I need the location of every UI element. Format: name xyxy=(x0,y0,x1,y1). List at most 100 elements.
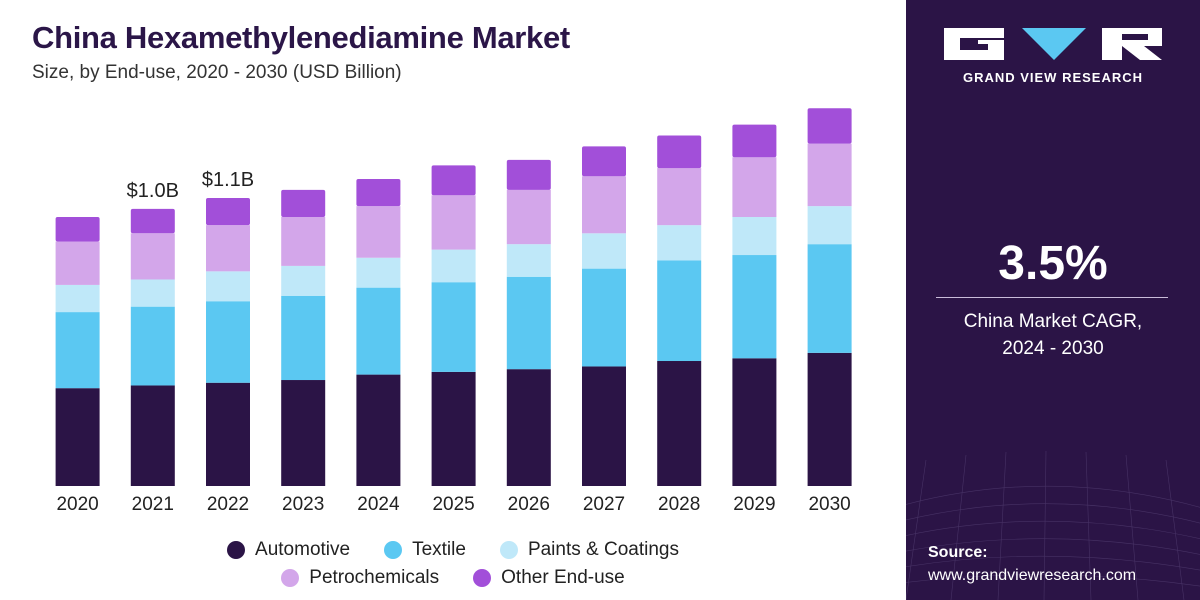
bar-2029-automotive xyxy=(732,358,777,486)
bar-2021-automotive xyxy=(130,385,175,486)
bar-2021-petrochemicals xyxy=(130,233,175,280)
bar-2026-automotive xyxy=(506,369,551,486)
cagr-label: China Market CAGR, 2024 - 2030 xyxy=(906,308,1200,362)
bar-stack-2026 xyxy=(506,159,551,486)
x-tick-label-2020: 2020 xyxy=(56,494,98,515)
x-tick-label-2028: 2028 xyxy=(658,494,700,515)
bar-2025-petrochemicals xyxy=(431,195,476,250)
x-tick-label-2021: 2021 xyxy=(132,494,174,515)
divider xyxy=(936,297,1168,298)
data-label-2021: $1.0B xyxy=(127,180,179,202)
bar-2029-other-end-use xyxy=(732,124,777,158)
bar-2030-petrochemicals xyxy=(807,143,852,207)
legend-label-paints-coatings: Paints & Coatings xyxy=(527,539,679,560)
x-tick-label-2024: 2024 xyxy=(357,494,400,515)
bar-2022-textile xyxy=(206,301,250,383)
bar-2027-paints-coatings xyxy=(582,233,626,269)
bar-2026-other-end-use xyxy=(506,159,551,190)
legend-item-petrochemicals: Petrochemicals xyxy=(281,567,439,589)
bar-stack-2021 xyxy=(130,208,175,486)
bar-2025-textile xyxy=(431,282,476,372)
legend-item-textile: Textile xyxy=(384,539,466,561)
bar-2027-automotive xyxy=(582,366,626,486)
x-tick-label-2030: 2030 xyxy=(808,494,850,515)
bar-stack-2024 xyxy=(356,178,401,486)
bar-2027-other-end-use xyxy=(582,146,626,177)
x-tick-label-2025: 2025 xyxy=(432,494,474,515)
bar-2023-automotive xyxy=(281,380,326,486)
bar-2030-textile xyxy=(807,244,852,353)
x-tick-label-2027: 2027 xyxy=(583,494,625,515)
legend-swatch-paints-coatings xyxy=(499,541,518,559)
legend-label-textile: Textile xyxy=(412,539,466,560)
cagr-label-line-2: 2024 - 2030 xyxy=(1002,338,1104,359)
bar-2028-paints-coatings xyxy=(657,225,702,261)
bar-stack-2022 xyxy=(206,197,250,486)
grand-view-research-logo xyxy=(944,28,1162,60)
bar-2022-paints-coatings xyxy=(206,271,250,302)
bar-2020-petrochemicals xyxy=(55,241,100,285)
bar-2020-other-end-use xyxy=(55,216,100,242)
bar-stack-2028 xyxy=(657,135,702,486)
bar-stack-2030 xyxy=(807,108,852,486)
x-tick-label-2023: 2023 xyxy=(282,494,324,515)
cagr-label-line-1: China Market CAGR, xyxy=(963,311,1143,332)
wireframe-grid-decoration xyxy=(906,450,1200,600)
bar-stack-2020 xyxy=(55,216,100,486)
bar-2029-paints-coatings xyxy=(732,216,777,256)
bar-2028-automotive xyxy=(657,361,702,486)
bar-2023-other-end-use xyxy=(281,189,326,217)
bar-2028-petrochemicals xyxy=(657,168,702,226)
bar-2022-petrochemicals xyxy=(206,225,250,272)
chart-panel: China Hexamethylenediamine Market Size, … xyxy=(0,20,906,592)
bar-2020-automotive xyxy=(55,388,100,486)
brand-name: GRAND VIEW RESEARCH xyxy=(962,70,1144,85)
bar-2021-textile xyxy=(130,306,175,386)
legend-item-paints-coatings: Paints & Coatings xyxy=(499,539,679,561)
bar-stack-2029 xyxy=(732,124,777,486)
bar-stack-2027 xyxy=(582,146,626,486)
bar-2028-other-end-use xyxy=(657,135,702,169)
legend-label-petrochemicals: Petrochemicals xyxy=(309,567,440,588)
bar-2029-petrochemicals xyxy=(732,157,777,217)
bar-2025-automotive xyxy=(431,371,476,486)
bar-2023-textile xyxy=(281,295,326,381)
summary-panel: GRAND VIEW RESEARCH 3.5% China Market CA… xyxy=(906,0,1200,600)
bar-2027-petrochemicals xyxy=(582,176,626,234)
bar-2023-petrochemicals xyxy=(281,216,326,266)
bar-2030-paints-coatings xyxy=(807,206,852,245)
legend-label-other-end-use: Other End-use xyxy=(501,567,625,588)
bar-2021-paints-coatings xyxy=(130,279,175,307)
bar-2029-textile xyxy=(732,255,777,359)
bar-2021-other-end-use xyxy=(130,208,175,234)
bar-2024-other-end-use xyxy=(356,178,401,207)
stacked-bar-chart: 2020 2021 $1.0B 2022 $1.1B 2023 2024 2025 2026 20… xyxy=(55,108,852,515)
bar-2022-automotive xyxy=(206,382,250,486)
legend-row-1: Automotive Textile Paints & Coatings xyxy=(0,536,906,564)
legend-swatch-automotive xyxy=(227,541,246,559)
data-label-2022: $1.1B xyxy=(202,169,254,191)
legend-swatch-petrochemicals xyxy=(281,569,300,587)
bar-2024-textile xyxy=(356,287,401,375)
legend-swatch-textile xyxy=(384,541,403,559)
bar-2023-paints-coatings xyxy=(281,265,326,296)
chart-legend: Automotive Textile Paints & Coatings Pet… xyxy=(0,536,906,592)
bar-2025-paints-coatings xyxy=(431,249,476,283)
bar-2024-paints-coatings xyxy=(356,257,401,288)
x-tick-label-2026: 2026 xyxy=(508,494,550,515)
bar-stack-2023 xyxy=(281,189,326,486)
bar-2020-textile xyxy=(55,312,100,389)
bar-2028-textile xyxy=(657,260,702,362)
bar-2024-automotive xyxy=(356,374,401,486)
bar-2024-petrochemicals xyxy=(356,206,401,258)
x-tick-label-2029: 2029 xyxy=(733,494,775,515)
source-label: Source: xyxy=(928,544,988,561)
bar-2025-other-end-use xyxy=(431,165,476,196)
bar-2027-textile xyxy=(582,268,626,367)
chart-title: China Hexamethylenediamine Market xyxy=(32,20,570,55)
bar-2026-petrochemicals xyxy=(506,189,551,245)
bar-2030-automotive xyxy=(807,352,852,486)
bar-stack-2025 xyxy=(431,165,476,486)
legend-row-2: Petrochemicals Other End-use xyxy=(0,564,906,592)
chart-subtitle: Size, by End-use, 2020 - 2030 (USD Billi… xyxy=(32,62,402,83)
